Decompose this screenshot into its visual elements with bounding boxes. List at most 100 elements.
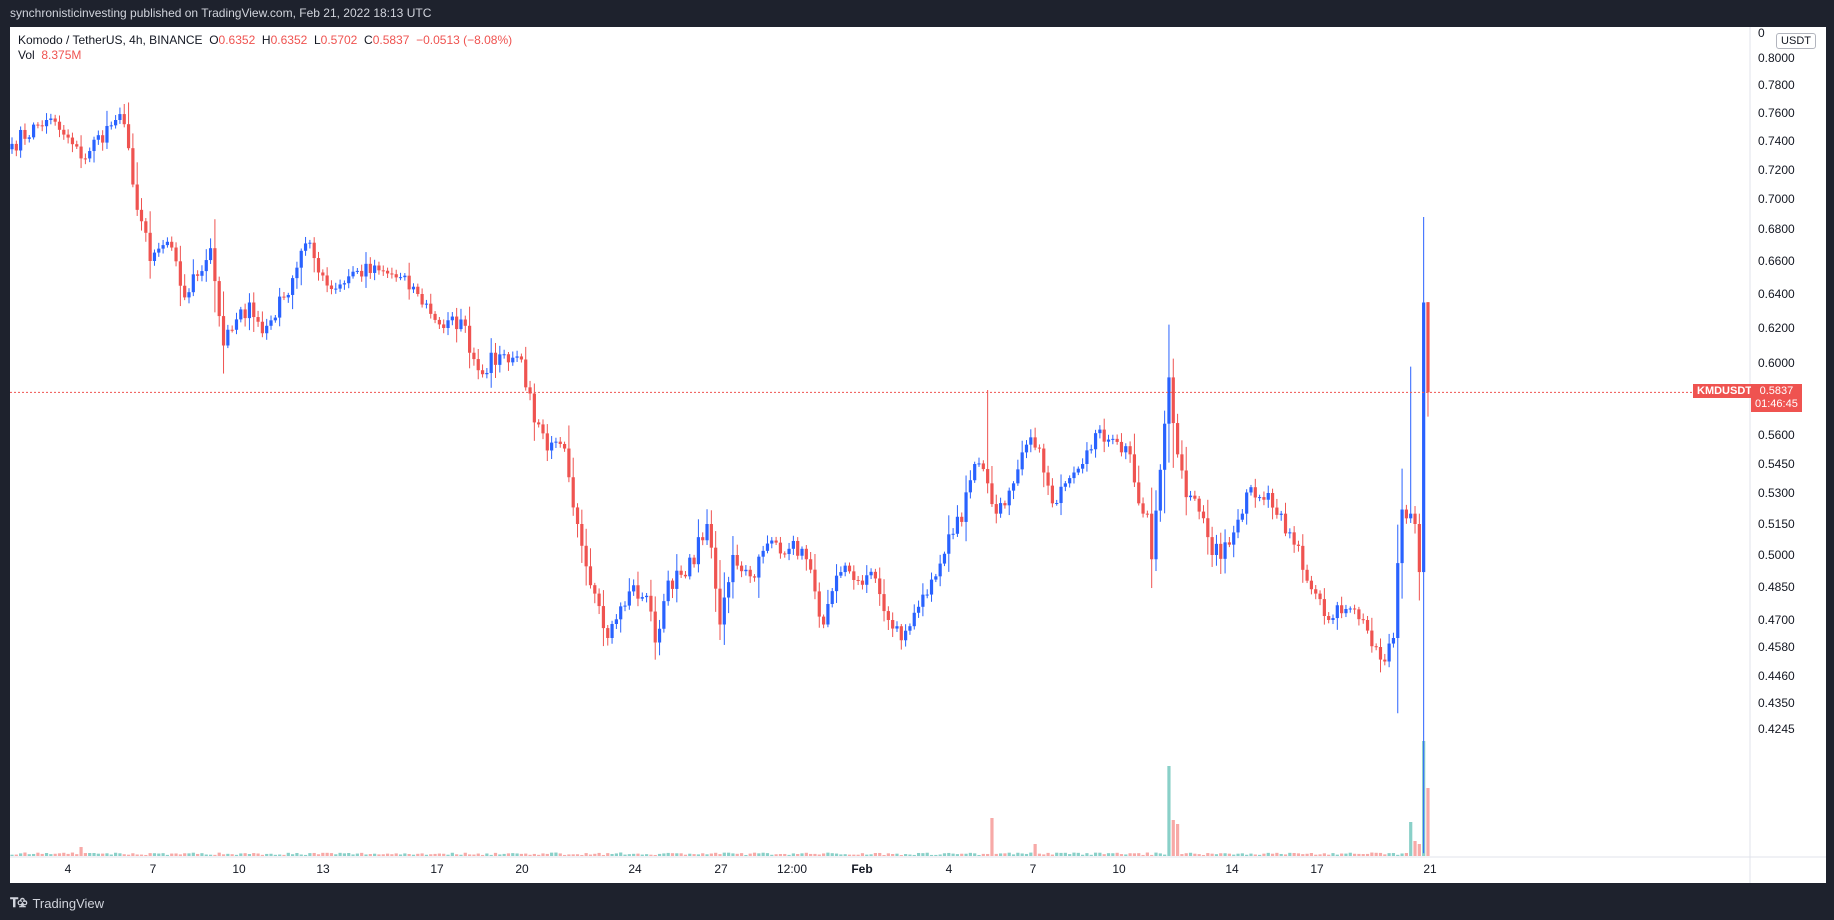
- candle-body: [1137, 482, 1141, 504]
- candle-body: [584, 545, 588, 567]
- volume-bar: [1305, 853, 1309, 856]
- volume-bar: [243, 853, 247, 856]
- candle-body: [1068, 478, 1072, 484]
- candle-body: [247, 302, 252, 319]
- candle-body: [735, 555, 739, 566]
- volume-bar: [1245, 854, 1249, 856]
- volume-bar: [36, 852, 40, 856]
- candle-body: [696, 537, 701, 565]
- currency-unit-button[interactable]: USDT: [1776, 33, 1816, 49]
- candle-body: [830, 591, 834, 605]
- volume-bar: [1396, 854, 1400, 856]
- candle-body: [1318, 593, 1322, 600]
- brand-name: TradingView: [32, 895, 105, 911]
- volume-bar: [1158, 853, 1162, 856]
- candle-body: [662, 601, 666, 629]
- candle-body: [101, 135, 105, 143]
- candle-body: [498, 354, 502, 365]
- candle-body: [1016, 469, 1020, 484]
- volume-bar: [744, 854, 748, 856]
- candle-body: [981, 463, 985, 470]
- volume-bar: [506, 853, 511, 856]
- candlestick-chart[interactable]: 0.8000 0.7800 0.7600 0.7400 0.7200 0.7000 0.68…: [10, 27, 1826, 883]
- candle-body: [623, 605, 627, 607]
- candle-body: [1279, 513, 1283, 515]
- volume-bar: [1223, 853, 1227, 856]
- volume-bar: [1279, 853, 1283, 856]
- candle-body: [40, 125, 44, 127]
- volume-bar: [334, 854, 338, 856]
- candle-body: [1171, 377, 1175, 424]
- candle-body: [1417, 524, 1421, 573]
- volume-bar: [385, 853, 390, 856]
- volume-bar: [204, 854, 208, 856]
- tradingview-logo-icon: 𝐓♧: [10, 895, 27, 910]
- candle-body: [321, 272, 325, 276]
- volume-bar: [1197, 854, 1201, 856]
- candle-body: [1344, 609, 1348, 614]
- candle-body: [925, 594, 929, 596]
- volume-bar: [791, 853, 795, 856]
- candle-body: [627, 591, 631, 606]
- candle-body: [1258, 497, 1262, 499]
- volume-bar: [856, 854, 860, 856]
- candle-body: [27, 137, 31, 139]
- volume-bar: [1400, 853, 1404, 856]
- time-axis-ticks: 4 7 10 13 17 20 24 27 12:00 Feb 4 7 10 14 17 21: [65, 862, 1437, 876]
- bar-countdown: 01:46:45: [1755, 398, 1798, 411]
- volume-bar: [1258, 854, 1262, 856]
- candle-body: [1093, 433, 1098, 450]
- candle-body: [537, 422, 541, 425]
- candle-body: [666, 580, 670, 602]
- candle-body: [62, 129, 66, 135]
- volume-bar: [157, 853, 161, 856]
- candle-body: [230, 329, 234, 331]
- volume-bar: [476, 853, 480, 856]
- volume-bar: [27, 854, 31, 856]
- candle-body: [446, 320, 450, 328]
- time-tick-label: 4: [65, 862, 72, 876]
- candle-body: [718, 588, 722, 625]
- volume-bar: [947, 852, 951, 856]
- candle-body: [1292, 532, 1296, 545]
- footer-branding[interactable]: 𝐓♧ TradingView: [10, 895, 104, 911]
- candle-body: [424, 303, 429, 305]
- volume-bar: [981, 853, 985, 856]
- volume-bar: [480, 854, 485, 856]
- candle-body: [986, 469, 990, 484]
- volume-bar: [502, 853, 506, 856]
- candle-body: [765, 543, 770, 551]
- volume-bar: [161, 853, 165, 856]
- volume-bar: [217, 852, 221, 856]
- candle-body: [187, 292, 191, 298]
- candle-body: [1370, 630, 1374, 647]
- volume-bar: [368, 854, 372, 856]
- volume-bar: [1266, 852, 1270, 856]
- volume-bar: [562, 854, 567, 856]
- volume-bar: [1348, 852, 1352, 856]
- chart-frame[interactable]: 0.8000 0.7800 0.7600 0.7400 0.7200 0.7000 0.68…: [10, 27, 1826, 883]
- volume-bar: [1137, 853, 1141, 856]
- symbol-description: Komodo / TetherUS, 4h, BINANCE: [18, 33, 203, 47]
- price-tick-label: 0.4850: [1758, 580, 1795, 594]
- candle-body: [455, 316, 459, 330]
- volume-bar: [178, 854, 182, 856]
- price-tick-label: 0.4700: [1758, 613, 1795, 627]
- volume-bar: [468, 854, 472, 856]
- candle-body: [170, 241, 174, 248]
- price-tick-label: 0.6800: [1758, 222, 1795, 236]
- volume-bar: [1150, 854, 1154, 856]
- volume-bar: [714, 852, 718, 856]
- volume-bar: [1180, 854, 1184, 856]
- volume-bar: [303, 854, 308, 856]
- volume-bar: [537, 854, 541, 856]
- candle-body: [208, 248, 213, 261]
- volume-bar: [493, 852, 498, 856]
- volume-bar: [524, 853, 528, 856]
- volume-bar: [381, 854, 385, 856]
- time-tick-label: 24: [628, 862, 642, 876]
- volume-bar: [1115, 852, 1119, 856]
- volume-bar: [619, 852, 623, 856]
- volume-bar: [964, 853, 968, 856]
- candle-body: [1193, 495, 1197, 499]
